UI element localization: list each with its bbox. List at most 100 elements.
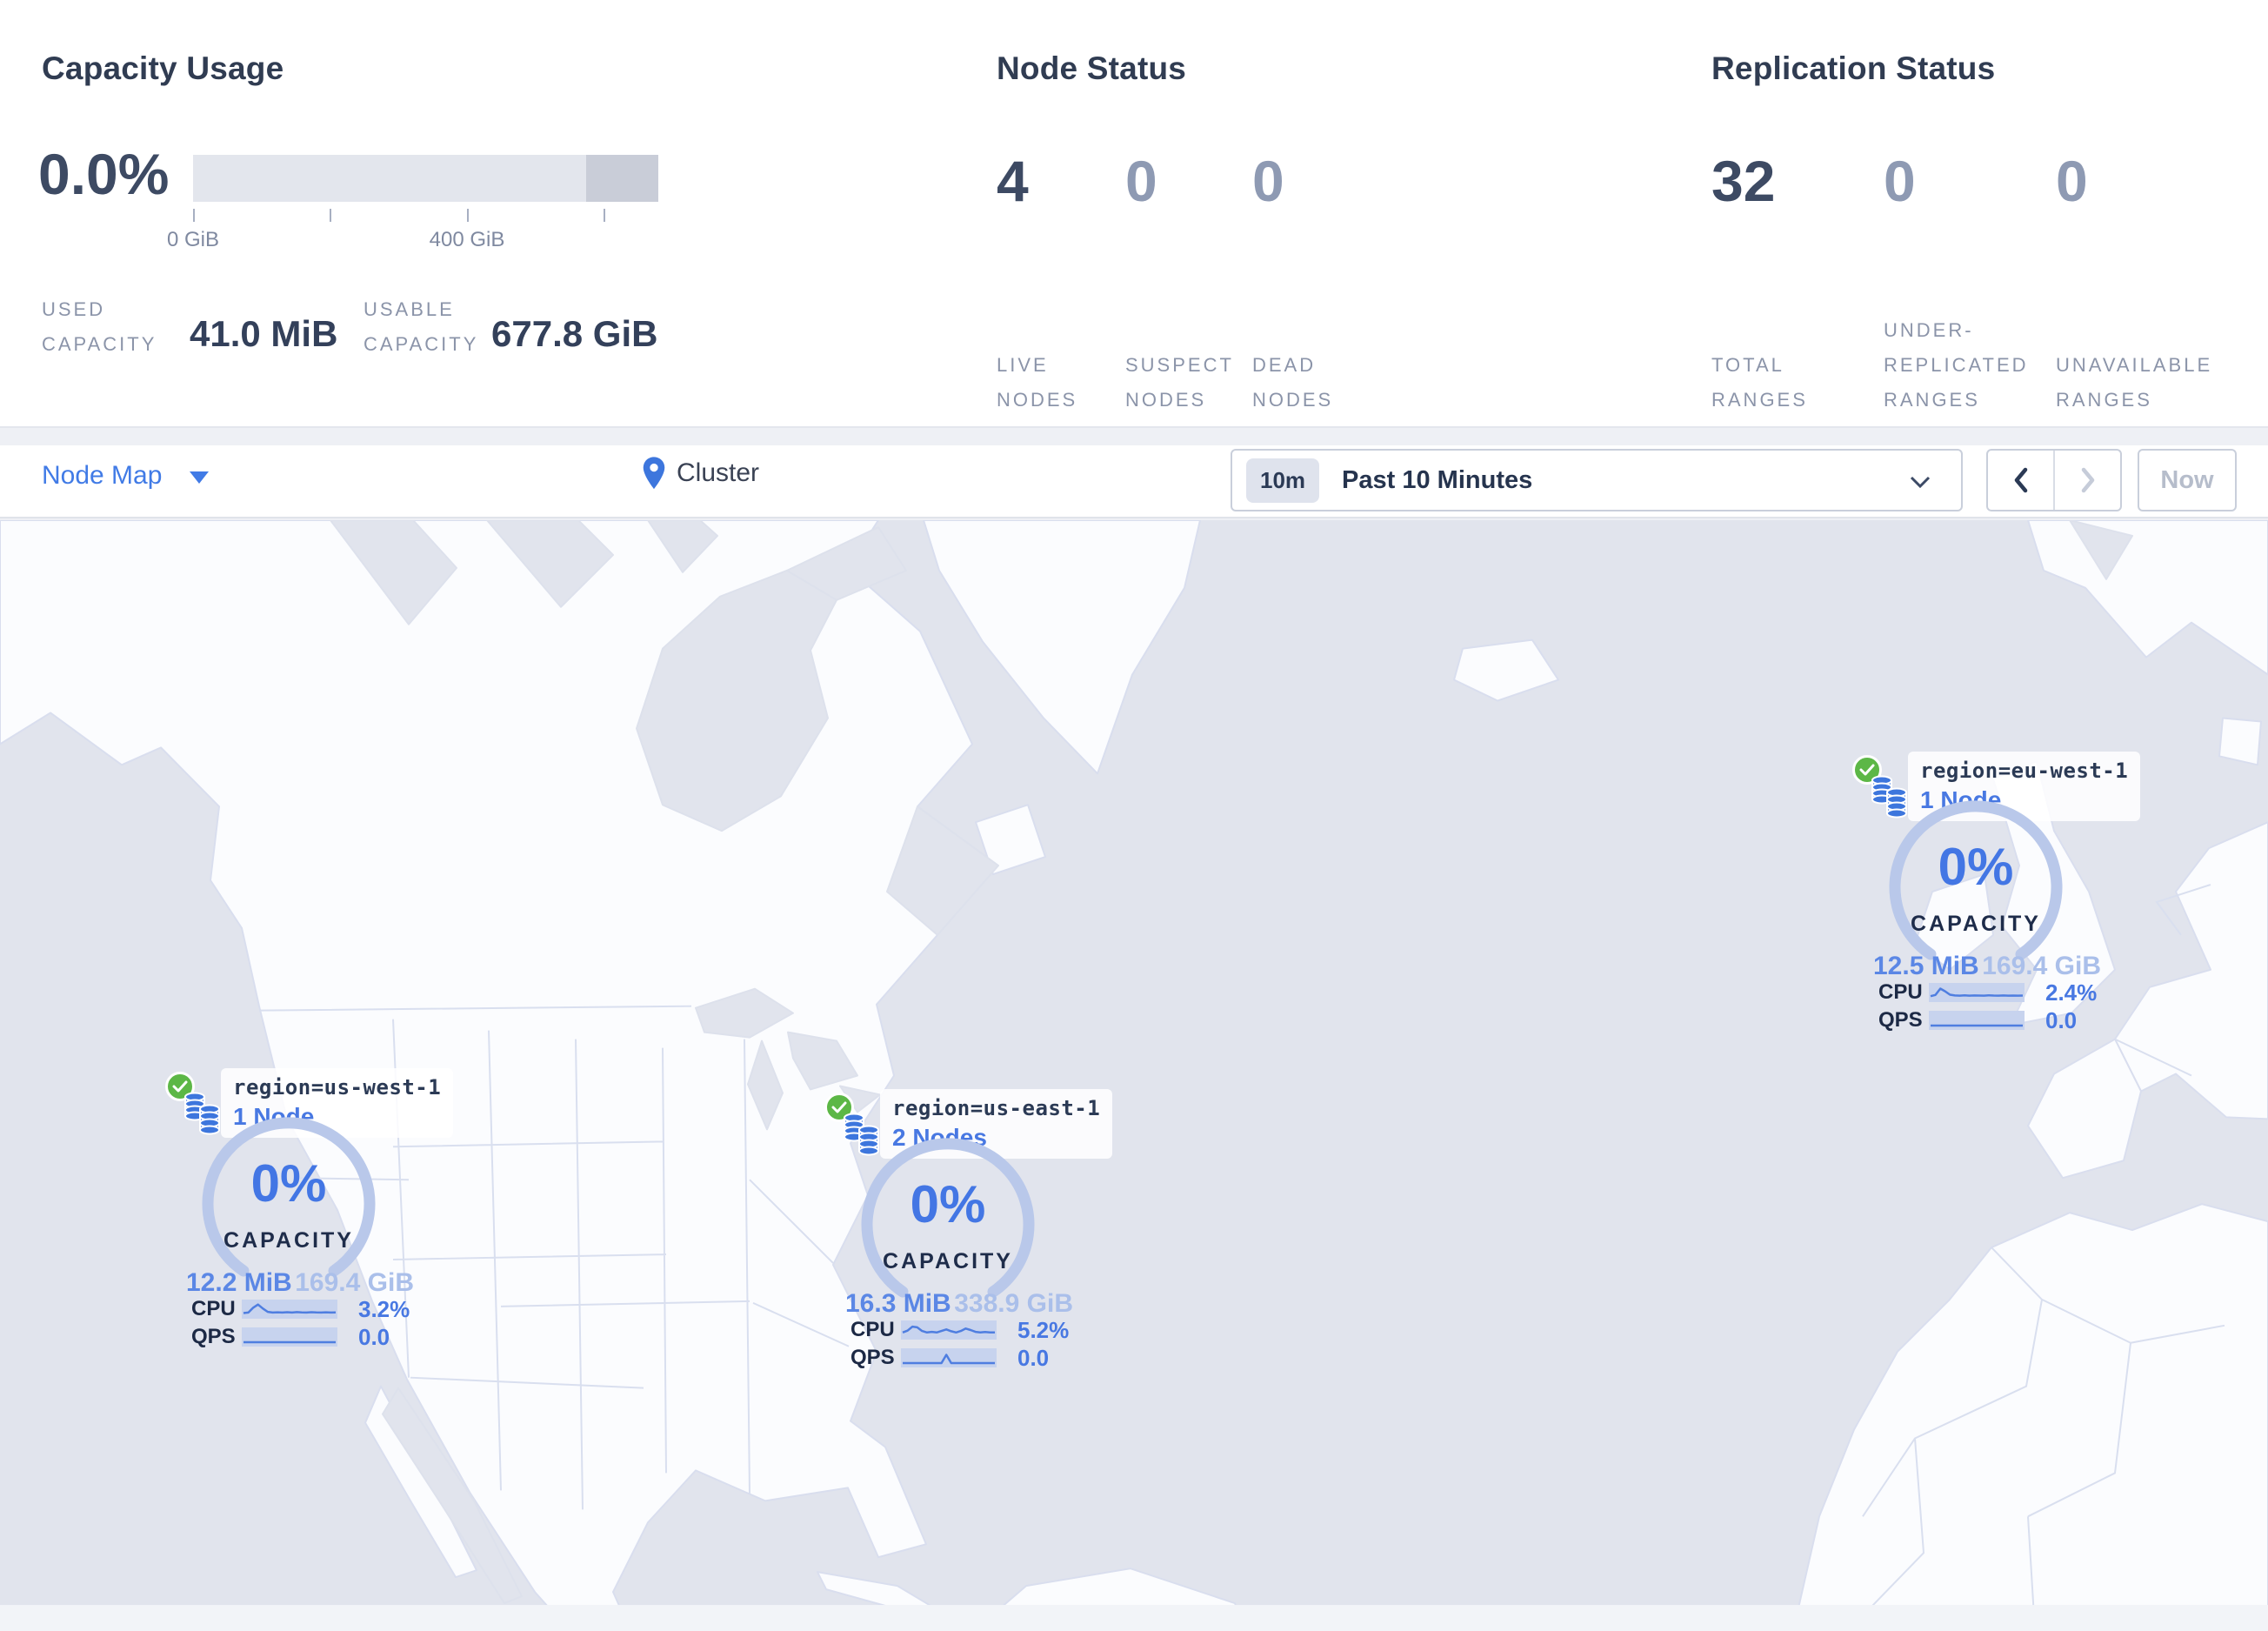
used-capacity: 12.5 MiB [1873,952,1979,980]
gauge-arc [1889,800,2063,960]
cpu-value: 3.2% [358,1295,410,1322]
landmass-denmark [2218,717,2262,766]
map-toolbar: Node Map Cluster 10m Past 10 Minutes Now [0,445,2268,518]
border-lines-europe [2114,884,2211,1077]
now-button[interactable]: Now [2138,449,2237,511]
water-arctic-channel [647,520,718,573]
cluster-summary-panel: Capacity Usage 0.0% 0 GiB 400 GiB USED C… [0,0,2268,428]
capacity-tick-label: 0 GiB [166,228,220,251]
node-status-title: Node Status [997,50,1187,86]
landmass-ireland [1914,873,1994,971]
breadcrumb[interactable]: Cluster [642,456,759,491]
dead-nodes-label: DEAD NODES [1252,354,1334,411]
usable-capacity-label: USABLE CAPACITY [364,298,479,355]
total-capacity: 338.9 GiB [954,1289,1073,1318]
database-icon [184,1092,220,1135]
qps-sparkline [901,1348,997,1367]
live-nodes-label: LIVE NODES [997,354,1078,411]
capacity-usage-bar [193,155,658,202]
capacity-usage-title: Capacity Usage [42,50,284,86]
chevron-down-icon [1910,476,1931,489]
landmass-north-africa [1792,1203,2268,1631]
time-range-label: Past 10 Minutes [1342,465,1533,494]
qps-value: 0.0 [2045,1006,2078,1033]
time-range-dropdown[interactable]: 10m Past 10 Minutes [1231,449,1963,511]
gauge-percent: 0% [910,1175,986,1233]
border-lines-africa [1862,1247,2225,1631]
water-lake-huron-erie [787,1031,858,1091]
water-lake-michigan [747,1039,784,1131]
water-hudson-strait [786,525,907,601]
breadcrumb-label: Cluster [677,458,760,487]
used-capacity-value: 41.0 MiB [190,313,338,354]
cpu-sparkline [242,1300,337,1319]
unavailable-ranges-count: 0 [2056,149,2088,213]
used-capacity: 16.3 MiB [845,1289,951,1318]
region-name: region=us-east-1 [892,1096,1101,1120]
used-capacity-label: USED CAPACITY [42,298,157,355]
gauge-capacity-label: CAPACITY [223,1228,354,1253]
node-map[interactable]: region=us-west-1 1 Node 0% CAPACITY 12.2… [0,520,2268,1631]
landmass-scandinavia [2027,520,2268,676]
time-back-button[interactable] [1988,451,2053,510]
database-icon [1871,775,1907,819]
cpu-label: CPU [191,1297,236,1320]
gauge-capacity-label: CAPACITY [883,1249,1013,1273]
view-selector-dropdown[interactable]: Node Map [42,461,210,491]
water-arctic-channel [330,520,457,625]
region-name: region=eu-west-1 [1920,759,2129,783]
water-arctic-channel [486,520,614,608]
total-ranges-count: 32 [1711,149,1776,213]
capacity-usage-percent: 0.0% [38,142,170,206]
live-nodes-count: 4 [997,149,1029,213]
unavailable-ranges-label: UNAVAILABLE RANGES [2056,354,2213,411]
qps-sparkline [242,1327,337,1347]
gauge-capacity-label: CAPACITY [1911,912,2041,936]
capacity-gauge: 0% CAPACITY [193,1108,384,1300]
capacity-tick [467,209,469,222]
capacity-tick-label: 400 GiB [429,228,505,251]
qps-label: QPS [1878,1008,1923,1032]
capacity-tick [604,209,605,222]
capacity-gauge: 0% CAPACITY [852,1129,1044,1320]
total-ranges-label: TOTAL RANGES [1711,354,1808,411]
cpu-value: 5.2% [1017,1316,1070,1343]
water-gulf-of-california [382,1387,523,1605]
gauge-percent: 0% [250,1154,327,1213]
region-marker-us-east-1[interactable]: region=us-east-1 2 Nodes 0% CAPACITY 16.… [824,1087,1113,1379]
cpu-sparkline [1929,983,2025,1002]
suspect-nodes-label: SUSPECT NODES [1125,354,1234,411]
dead-nodes-count: 0 [1252,149,1284,213]
capacity-tick [193,209,195,222]
suspect-nodes-count: 0 [1125,149,1157,213]
database-icon [844,1113,879,1156]
cpu-value: 2.4% [2045,979,2098,1006]
usable-capacity-value: 677.8 GiB [491,313,658,354]
qps-label: QPS [191,1325,236,1348]
under-replicated-ranges-label: UNDER-REPLICATED RANGES [1884,319,2029,411]
region-marker-eu-west-1[interactable]: region=eu-west-1 1 Node 0% CAPACITY 12.5… [1852,750,2141,1041]
under-replicated-ranges-count: 0 [1884,149,1916,213]
total-capacity: 169.4 GiB [1982,952,2101,980]
capacity-tick [330,209,331,222]
location-pin-icon [643,457,665,490]
water-lake-superior [695,987,794,1039]
landmass-iceland [1453,638,1559,702]
gauge-arc [861,1138,1035,1298]
qps-sparkline [1929,1011,2025,1030]
qps-value: 0.0 [1017,1344,1050,1371]
cpu-sparkline [901,1320,997,1340]
region-name: region=us-west-1 [233,1075,442,1100]
gauge-percent: 0% [1938,838,2014,896]
chevron-down-icon [190,471,210,484]
total-capacity: 169.4 GiB [295,1268,414,1297]
cpu-label: CPU [850,1318,895,1341]
time-forward-button[interactable] [2053,451,2120,510]
gauge-arc [202,1117,376,1277]
region-marker-us-west-1[interactable]: region=us-west-1 1 Node 0% CAPACITY 12.2… [165,1066,454,1358]
time-range-badge: 10m [1246,458,1320,503]
map-bottom-strip [0,1605,2268,1631]
landmass-iberia [2027,1038,2142,1180]
view-selector-label: Node Map [42,461,163,490]
landmass-greenland [923,520,1201,775]
